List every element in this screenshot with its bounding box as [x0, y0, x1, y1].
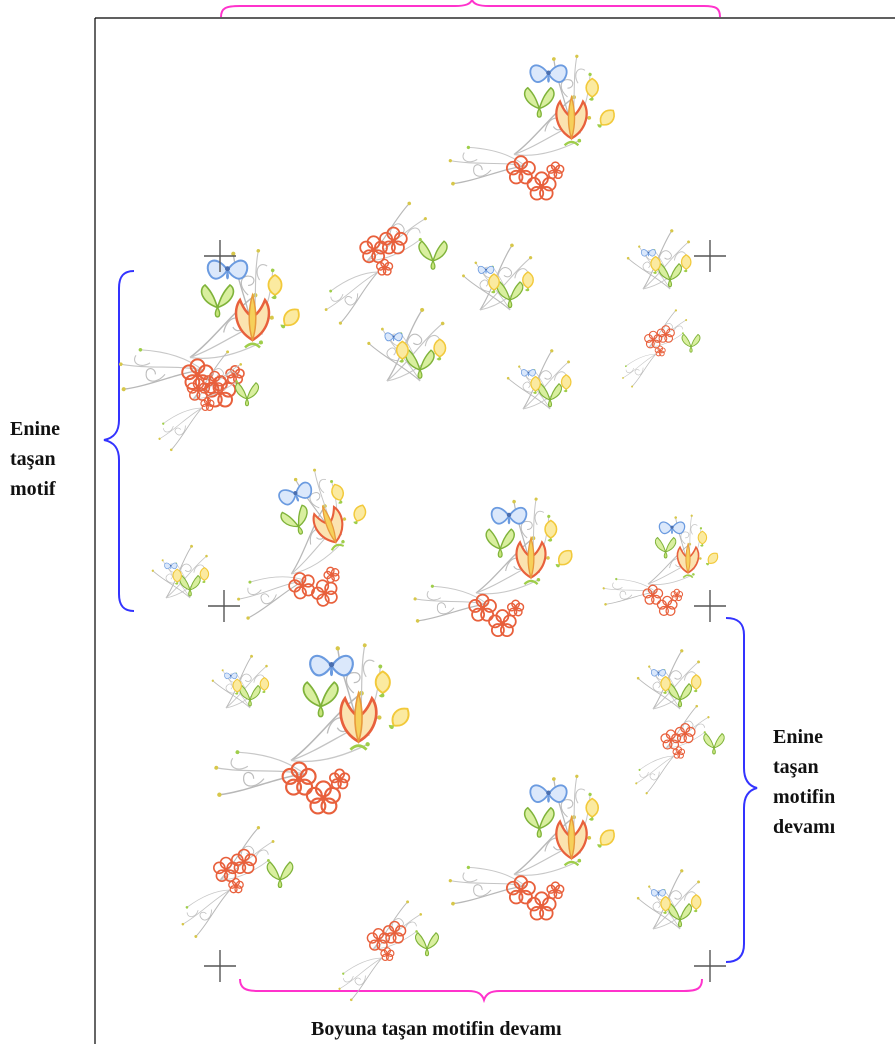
label-weft-overflow-motif: Enine taşan motif [10, 414, 60, 504]
floral-pattern [111, 47, 724, 1004]
crosshair-mark [207, 589, 241, 623]
page-frame [94, 17, 895, 1044]
floral-motif [618, 307, 700, 390]
floral-motif [149, 540, 217, 607]
floral-motif [111, 241, 303, 414]
floral-motif [175, 823, 293, 941]
floral-motif [205, 634, 413, 821]
registration-marks [203, 239, 727, 983]
label-left-line2: taşan [10, 448, 56, 470]
label-warp-overflow-continuation: Boyuna taşan motifin devamı [311, 1018, 562, 1040]
floral-motif [153, 347, 259, 454]
floral-motif [630, 702, 724, 797]
floral-motif [634, 864, 710, 939]
crosshair-mark [693, 949, 727, 983]
floral-motif [364, 302, 457, 394]
floral-motif [195, 449, 397, 641]
floral-motif [406, 490, 575, 643]
top-brace [220, 0, 721, 18]
floral-motif [459, 238, 544, 321]
crosshair-mark [693, 589, 727, 623]
crosshair-mark [693, 239, 727, 273]
floral-motif [597, 509, 720, 620]
label-right-line1: Enine [773, 726, 824, 748]
label-left-line3: motif [10, 478, 56, 500]
floral-motif [504, 344, 580, 419]
label-right-line4: devamı [773, 816, 836, 838]
floral-motif [209, 650, 277, 717]
label-left-line1: Enine [10, 418, 61, 440]
floral-motif [441, 767, 618, 927]
crosshair-mark [203, 949, 237, 983]
left-brace [103, 270, 135, 612]
label-right-line3: motifin [773, 786, 836, 808]
floral-motif [624, 224, 700, 299]
label-right-line2: taşan [773, 756, 819, 778]
bottom-brace [239, 978, 703, 1004]
floral-motif [441, 47, 618, 207]
right-brace [725, 617, 758, 963]
floral-motif [333, 897, 439, 1004]
floral-motif [318, 198, 447, 328]
floral-motif [634, 644, 710, 719]
label-weft-overflow-continuation: Enine taşan motifin devamı [773, 722, 835, 842]
